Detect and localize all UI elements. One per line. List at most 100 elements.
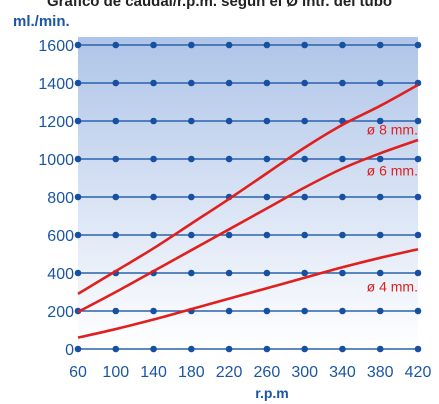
grid-dot <box>225 79 233 87</box>
grid-dot <box>301 193 308 201</box>
x-tick-label: 340 <box>329 364 356 381</box>
grid-dot <box>263 269 271 277</box>
grid-dot <box>376 155 384 163</box>
grid-lines <box>78 44 418 350</box>
series-label-3: ø 4 mm. <box>367 278 418 294</box>
grid-dot <box>225 307 233 315</box>
grid-dot <box>225 345 233 353</box>
y-tick-label: 1600 <box>38 38 74 55</box>
grid-dot <box>263 231 271 239</box>
y-tick-label: 1200 <box>38 114 74 131</box>
grid-dot <box>301 117 308 125</box>
y-tick-label: 600 <box>47 228 74 245</box>
grid-dot <box>263 307 271 315</box>
grid-dot <box>263 79 271 87</box>
grid-dot <box>112 41 120 49</box>
grid-dot <box>263 193 271 201</box>
grid-dot <box>414 345 422 353</box>
series-line-2 <box>77 138 419 314</box>
grid-dot <box>112 345 120 353</box>
grid-dot <box>150 117 157 125</box>
x-tick-label: 260 <box>254 364 281 381</box>
grid-dot <box>225 269 233 277</box>
grid-dot <box>339 79 346 87</box>
grid-dot <box>263 117 271 125</box>
y-tick-label: 400 <box>47 266 74 283</box>
series-line-1 <box>77 83 419 296</box>
chart-title: Gráfico de caudal/r.p.m. según el Ø intr… <box>46 0 393 10</box>
grid-dot <box>188 269 195 277</box>
grid-dot <box>414 117 422 125</box>
grid-dot <box>376 41 384 49</box>
grid-dot <box>414 155 422 163</box>
grid-dot <box>225 117 233 125</box>
y-tick-label: 1400 <box>38 76 74 93</box>
grid-dot <box>339 307 346 315</box>
grid-dot <box>301 269 308 277</box>
grid-dot <box>112 79 120 87</box>
grid-dot <box>263 155 271 163</box>
grid-dot <box>301 155 308 163</box>
y-tick-labels: 0 200 400 600 800 1000 1200 1400 1600 <box>38 38 74 359</box>
grid-dot <box>376 345 384 353</box>
grid-dot <box>188 79 195 87</box>
grid-dot <box>376 79 384 87</box>
series-labels: ø 8 mm. ø 6 mm. ø 4 mm. <box>367 122 418 295</box>
grid-dot <box>188 193 195 201</box>
grid-dot <box>74 41 82 49</box>
grid-dot <box>74 345 82 353</box>
series-label-1: ø 8 mm. <box>367 122 418 138</box>
x-tick-label: 220 <box>216 364 243 381</box>
grid-dot <box>150 79 157 87</box>
grid-dot <box>150 41 157 49</box>
grid-dots <box>74 41 422 353</box>
grid-dot <box>301 231 308 239</box>
grid-dot <box>339 269 346 277</box>
grid-dot <box>188 231 195 239</box>
grid-dot <box>414 231 422 239</box>
grid-dot <box>112 193 120 201</box>
grid-dot <box>301 345 308 353</box>
grid-dot <box>74 117 82 125</box>
grid-dot <box>301 307 308 315</box>
grid-dot <box>339 193 346 201</box>
grid-dot <box>376 307 384 315</box>
x-tick-labels: 60 100 140 180 220 260 300 340 380 420 <box>69 364 431 381</box>
grid-dot <box>376 231 384 239</box>
grid-dot <box>74 155 82 163</box>
grid-dot <box>225 41 233 49</box>
grid-dot <box>301 79 308 87</box>
grid-dot <box>414 41 422 49</box>
grid-dot <box>150 231 157 239</box>
grid-dot <box>188 117 195 125</box>
grid-dot <box>112 155 120 163</box>
series-curves <box>77 83 419 339</box>
y-tick-label: 200 <box>47 304 74 321</box>
grid-dot <box>150 345 157 353</box>
grid-dot <box>263 41 271 49</box>
y-tick-label: 1000 <box>38 152 74 169</box>
x-axis-label: r.p.m <box>255 385 288 401</box>
grid-dot <box>376 117 384 125</box>
grid-dot <box>74 231 82 239</box>
grid-dot <box>188 155 195 163</box>
grid-dot <box>74 193 82 201</box>
grid-dot <box>376 269 384 277</box>
grid-dot <box>150 307 157 315</box>
plot-background <box>78 37 418 349</box>
grid-dot <box>150 155 157 163</box>
grid-dot <box>150 193 157 201</box>
grid-dot <box>188 41 195 49</box>
grid-dot <box>414 307 422 315</box>
grid-dot <box>339 345 346 353</box>
grid-dot <box>339 41 346 49</box>
grid-dot <box>112 117 120 125</box>
series-label-2: ø 6 mm. <box>367 162 418 178</box>
grid-dot <box>339 231 346 239</box>
grid-dot <box>263 345 271 353</box>
grid-dot <box>112 231 120 239</box>
y-tick-label: 0 <box>65 342 74 359</box>
y-tick-label: 800 <box>47 190 74 207</box>
grid-dot <box>339 155 346 163</box>
